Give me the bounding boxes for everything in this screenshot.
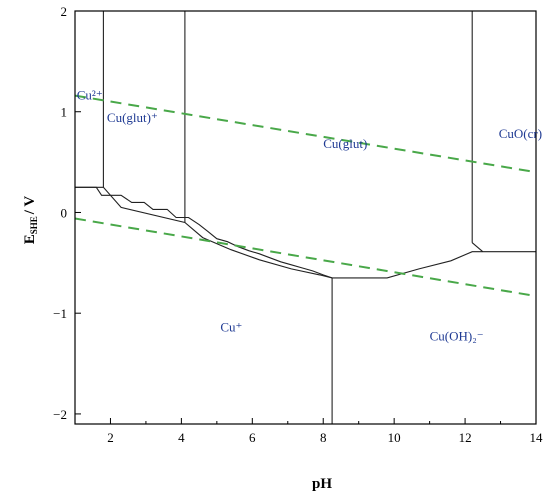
boundary-line-4 (75, 186, 536, 279)
region-label: Cu(glut) (323, 136, 367, 151)
water-line-7 (74, 94, 537, 174)
region-label: Cu⁺ (220, 319, 242, 334)
y-axis-title-sub: SHE (29, 216, 39, 234)
region-labels: Cu²⁺ Cu(glut)⁺ Cu(glut) CuO(cr) Cu⁺ Cu(OH)₂⁻ (77, 88, 542, 344)
plot-frame (74, 10, 537, 425)
region-label: Cu(glut)⁺ (107, 110, 158, 125)
svg-text:ESHE/ V: ESHE/ V (22, 196, 39, 245)
x-tick-label: 12 (459, 430, 472, 445)
y-axis-title-unit: / V (22, 196, 38, 216)
x-tick-label: 14 (530, 430, 544, 445)
x-axis-title: pH (312, 476, 332, 492)
y-tick-label: −2 (53, 407, 67, 422)
region-label: CuO(cr) (499, 126, 542, 141)
boundary-line-6 (471, 242, 484, 253)
x-tick-label: 8 (320, 430, 327, 445)
y-tick-label: 0 (61, 205, 68, 220)
y-axis-title-main: E (22, 234, 38, 244)
boundary-lines (75, 11, 536, 424)
x-tick-label: 10 (388, 430, 401, 445)
region-label: Cu²⁺ (77, 88, 103, 103)
boundary-line-5 (75, 186, 333, 279)
region-label: Cu(OH)₂⁻ (430, 328, 484, 343)
water-line-8 (74, 217, 537, 298)
y-tick-label: −1 (53, 306, 67, 321)
x-tick-label: 4 (178, 430, 185, 445)
x-tick-label: 2 (107, 430, 114, 445)
x-tick-label: 6 (249, 430, 256, 445)
y-tick-label: 1 (61, 105, 68, 120)
y-tick-label: 2 (61, 4, 68, 19)
x-axis-ticks: 2 4 6 8 10 12 14 (107, 418, 543, 445)
y-axis-ticks: 2 1 0 −1 −2 (53, 4, 81, 422)
y-axis-title: ESHE/ V (22, 196, 39, 245)
water-stability-lines (74, 94, 537, 298)
